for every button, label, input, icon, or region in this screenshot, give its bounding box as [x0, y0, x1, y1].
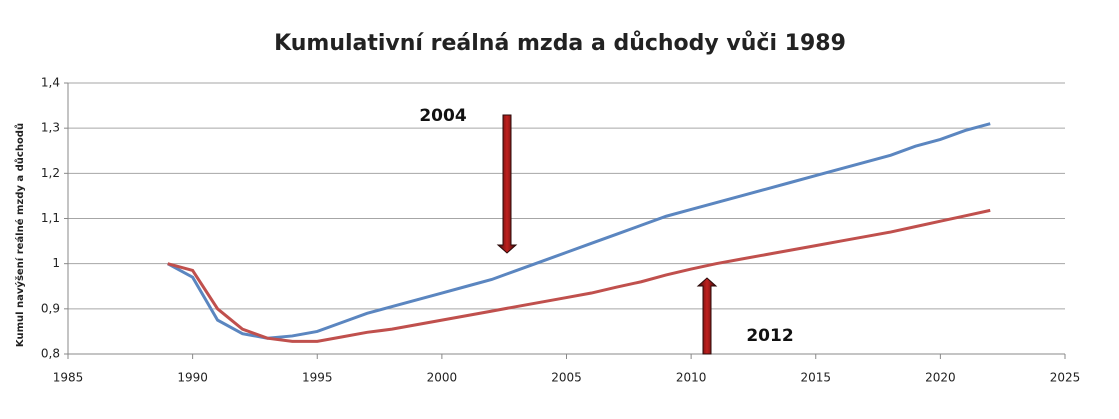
arrow-down	[496, 114, 518, 254]
y-tick-label: 1,2	[41, 166, 60, 180]
line-series	[166, 122, 991, 340]
chart-title: Kumulativní reálná mzda a důchody vůči 1…	[274, 31, 846, 56]
plot: 0,8 0,9 1 1,1 1,2 1,3 1,4 1985 1990 1995 2000 2005 2…	[41, 76, 1080, 385]
y-tick-label: 0,9	[41, 301, 60, 315]
y-tick-label: 1,1	[41, 211, 60, 225]
annotation: 2012	[746, 326, 793, 346]
annotation: 2004	[419, 106, 466, 126]
x-tick-label: 1985	[53, 371, 84, 385]
x-tick-label: 1995	[302, 371, 333, 385]
y-tick-label: 1,4	[41, 76, 60, 90]
x-tick-label: 1990	[177, 371, 208, 385]
line-series	[167, 208, 991, 343]
y-tick-label: 1	[52, 256, 60, 270]
arrow-up	[696, 277, 718, 355]
x-tick-label: 2010	[676, 371, 707, 385]
x-tick-label: 2020	[925, 371, 956, 385]
y-tick-label: 0,8	[41, 347, 60, 361]
x-tick-label: 2025	[1050, 371, 1081, 385]
x-tick-label: 2005	[551, 371, 582, 385]
y-axis-label: Kumul navýšení reálné mzdy a důchodů	[13, 123, 26, 347]
x-tick-label: 2000	[427, 371, 458, 385]
x-tick-label: 2015	[800, 371, 831, 385]
y-tick-label: 1,3	[41, 121, 60, 135]
